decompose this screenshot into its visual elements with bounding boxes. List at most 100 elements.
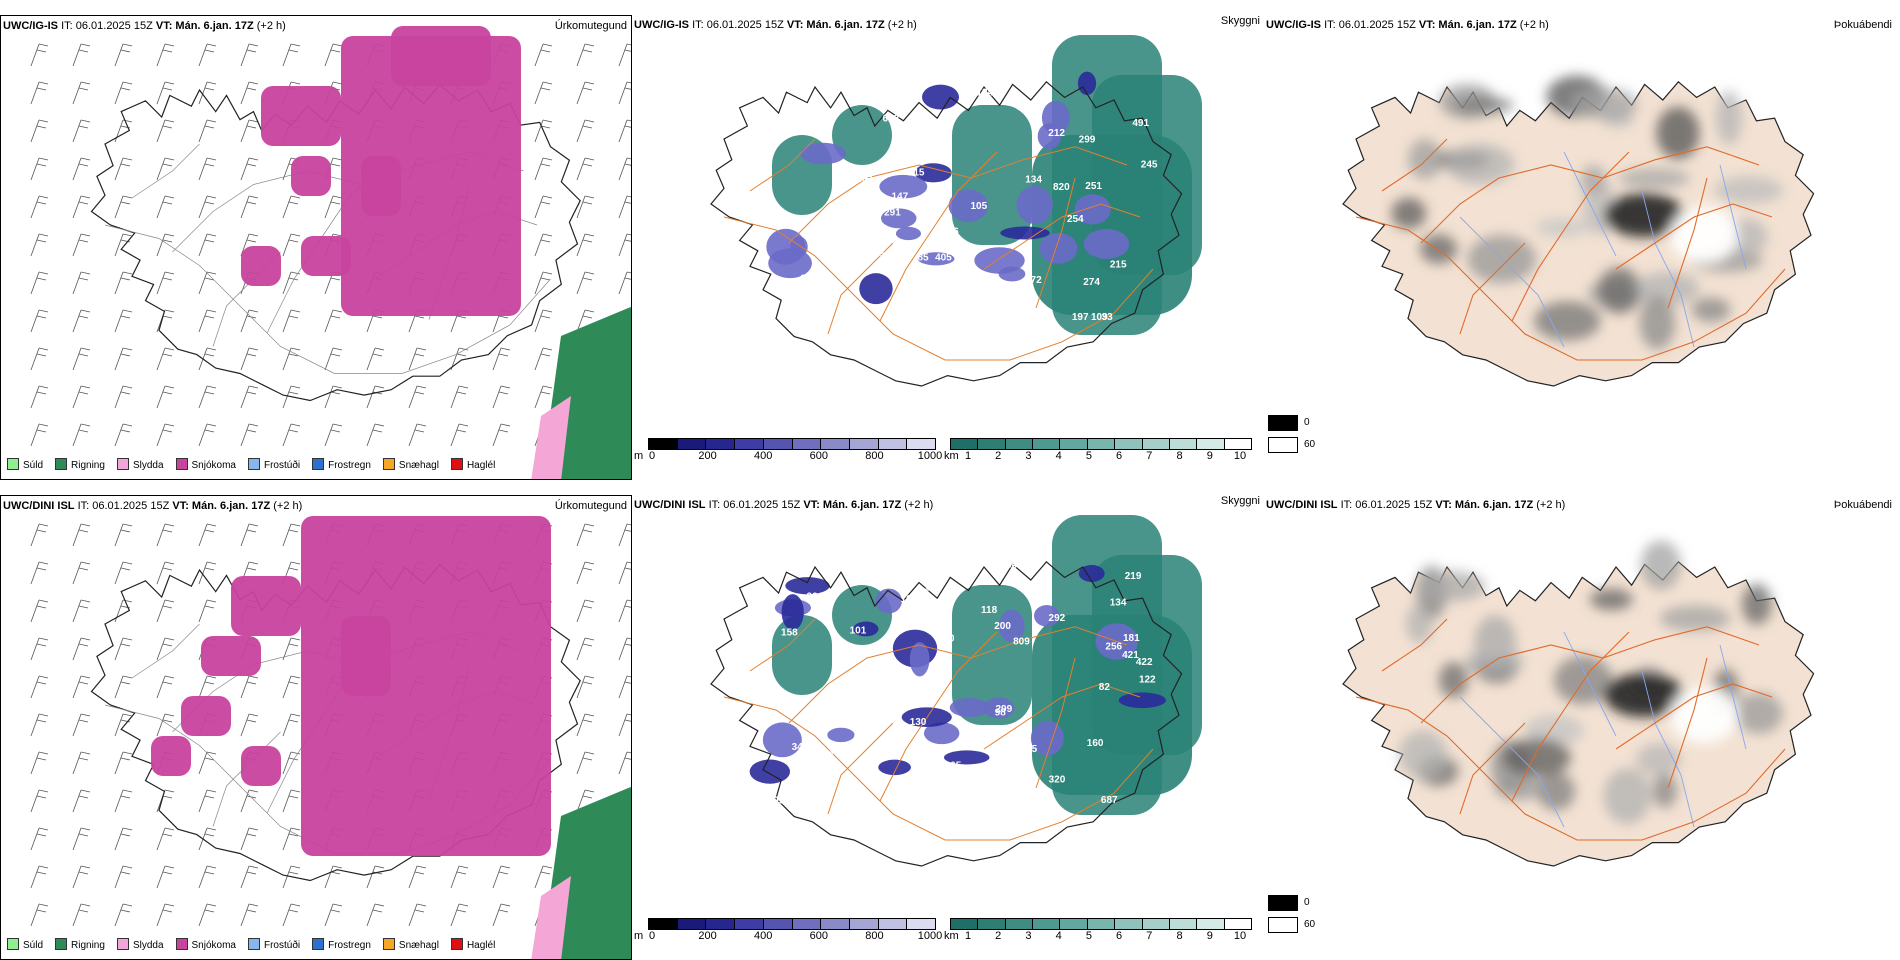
colorbar-cell <box>677 919 707 929</box>
wind-barb <box>30 423 49 447</box>
wind-barb <box>576 309 595 333</box>
cloud-base-number: 184 <box>976 88 993 99</box>
colorbar-tick: 4 <box>1055 930 1062 942</box>
wind-barb <box>114 347 133 371</box>
wind-barb <box>366 423 385 447</box>
cloud-base-number: 631 <box>800 273 817 284</box>
snow-cell <box>301 236 351 276</box>
cloud-base-number: 259 <box>1011 292 1028 303</box>
colorbar-tick: 0 <box>648 450 656 462</box>
cloud-base-number: 95 <box>893 241 905 252</box>
cloud-base-cell <box>1118 692 1166 709</box>
wind-barb <box>618 195 631 219</box>
panel-title: Þokuábendi <box>1833 499 1892 511</box>
lead-time: (+2 h) <box>1536 499 1566 511</box>
wind-barb <box>240 903 259 927</box>
legend-swatch <box>116 458 129 470</box>
wind-barb <box>240 675 259 699</box>
colorbar-tick: 7 <box>1146 930 1153 942</box>
wind-barb <box>30 523 49 547</box>
wind-barb <box>240 385 259 409</box>
wind-barb <box>450 423 469 447</box>
legend-item: Snjókoma <box>175 938 236 951</box>
wind-barb <box>618 43 631 67</box>
colorbar-tick: 200 <box>698 450 717 462</box>
snow-cell <box>391 26 491 86</box>
colorbar-cell <box>1224 439 1251 449</box>
legend-swatch <box>7 938 19 950</box>
snow-cell <box>341 616 391 696</box>
legend-label: Slydda <box>132 460 164 471</box>
wind-barb <box>240 195 259 219</box>
legend-label: Súld <box>23 940 44 951</box>
snow-cell <box>291 156 331 196</box>
cloud-base-number: 200 <box>994 621 1011 632</box>
colorbar-tick: 4 <box>1055 450 1062 462</box>
cloud-base-cell <box>1078 564 1105 582</box>
wind-barb <box>72 423 91 447</box>
road-line <box>104 224 551 374</box>
fog-cell <box>1438 661 1469 698</box>
legend-label: Haglél <box>466 940 496 951</box>
model-name: UWC/IG-IS <box>1266 19 1321 31</box>
road-line <box>749 618 816 672</box>
legend-swatch <box>450 938 463 950</box>
cloud-base-number: 139 <box>814 287 831 298</box>
model-name: UWC/IG-IS <box>3 20 58 32</box>
cloud-base-number: 170 <box>874 672 891 683</box>
fog-cell <box>1589 588 1633 611</box>
cloud-base-number: 134 <box>1025 174 1042 185</box>
precip-type-panel-2: UWC/DINI ISL IT: 06.01.2025 15Z VT: Mán.… <box>0 495 632 960</box>
wind-barb <box>534 119 553 143</box>
cloud-base-cell <box>859 273 893 305</box>
cloud-base-number: 160 <box>1087 738 1104 749</box>
wind-barb <box>282 271 301 295</box>
wind-barb <box>198 195 217 219</box>
precip-type-legend: Súld Rigning Slydda Snjókoma Frostúði Frostre… <box>7 938 507 951</box>
wind-barb <box>114 523 133 547</box>
lead-time: (+2 h) <box>1519 19 1549 31</box>
cloud-base-cell <box>1039 233 1078 264</box>
cloud-map: 122 118 105 205 293 256 134 138 109 99 97 130 832 687… <box>710 515 1202 867</box>
wind-barb <box>534 195 553 219</box>
river-line <box>1459 216 1565 348</box>
wind-barb <box>366 347 385 371</box>
road-line <box>1420 146 1760 244</box>
road-line <box>749 138 816 192</box>
fog-legend-1: 0 60 <box>1268 413 1328 461</box>
fog-cell <box>1691 297 1731 323</box>
cloud-base-number: 99 <box>773 796 785 807</box>
wind-barb <box>30 385 49 409</box>
wind-barb <box>282 827 301 851</box>
precip-type-legend: Súld Rigning Slydda Snjókoma Frostúði Frostre… <box>7 458 507 471</box>
wind-barb <box>198 865 217 889</box>
cloud-base-cell <box>983 697 1015 719</box>
wind-barb <box>450 865 469 889</box>
wind-barb <box>576 119 595 143</box>
lead-time: (+2 h) <box>273 500 303 512</box>
wind-barb <box>282 385 301 409</box>
wind-barb <box>72 789 91 813</box>
wind-barb <box>240 81 259 105</box>
fog-cell <box>1604 193 1684 237</box>
cloud-base-cell <box>1083 229 1130 259</box>
colorbar-cell <box>978 439 1006 449</box>
road-line <box>983 683 1141 750</box>
fog-legend-label: 0 <box>1304 897 1310 908</box>
wind-barb <box>618 675 631 699</box>
fog-cell <box>1572 88 1638 120</box>
wind-barb <box>240 43 259 67</box>
cloud-base-number: 299 <box>995 704 1012 715</box>
colorbar-unit: m <box>634 930 644 942</box>
wind-barb <box>324 865 343 889</box>
river-line <box>1459 696 1565 828</box>
wind-barb <box>366 903 385 927</box>
legend-item: Snæhagl <box>382 938 439 951</box>
panel-header: UWC/IG-IS IT: 06.01.2025 15Z VT: Mán. 6.… <box>1266 19 1894 35</box>
wind-barb <box>72 561 91 585</box>
road-line <box>1511 631 1630 802</box>
colorbar-tick: 6 <box>1116 930 1123 942</box>
wind-barb <box>576 157 595 181</box>
wind-barb <box>114 233 133 257</box>
wind-barb <box>534 865 553 889</box>
